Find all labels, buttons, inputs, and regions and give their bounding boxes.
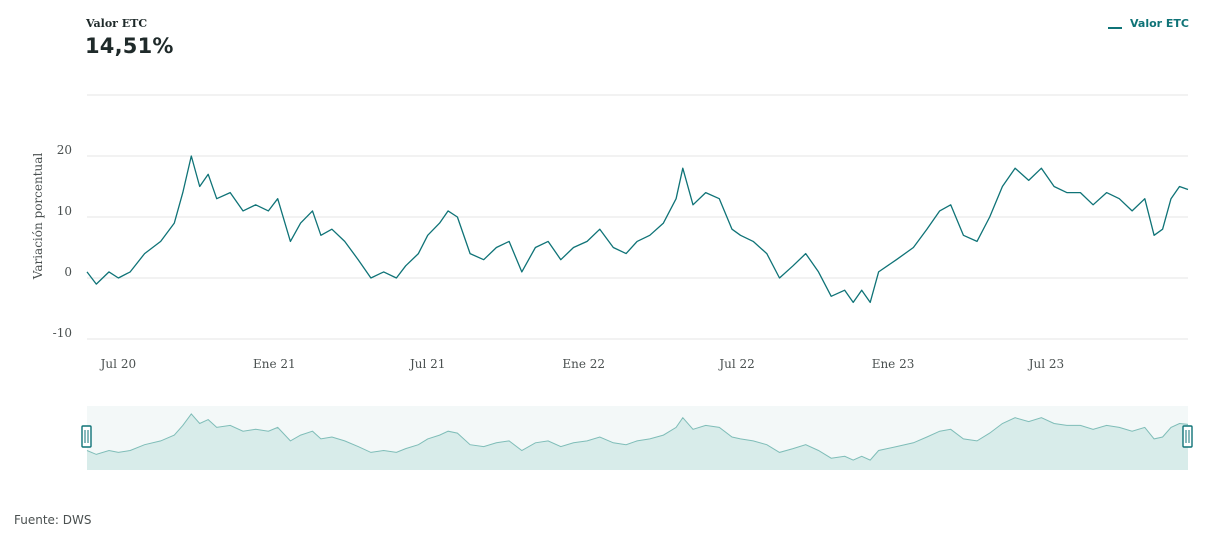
series-line-valor-etc bbox=[86, 155, 1189, 304]
navigator-line bbox=[86, 413, 1189, 461]
x-tick-label: Jul 20 bbox=[99, 357, 136, 371]
navigator-area bbox=[87, 413, 1188, 470]
x-tick-label: Ene 22 bbox=[562, 357, 605, 371]
source-note: Fuente: DWS bbox=[14, 513, 92, 527]
y-axis-ticks: 20 10 0 -10 bbox=[53, 143, 72, 340]
y-tick-label: 10 bbox=[57, 204, 72, 218]
chart-title: Valor ETC bbox=[86, 17, 148, 30]
grid-lines bbox=[87, 94, 1188, 340]
legend[interactable]: Valor ETC bbox=[1107, 17, 1189, 30]
y-tick-label: 0 bbox=[64, 265, 72, 279]
y-tick-label: -10 bbox=[53, 326, 72, 340]
legend-swatch-icon bbox=[1107, 27, 1122, 29]
x-tick-label: Jul 21 bbox=[408, 357, 445, 371]
y-axis-title: Variación porcentual bbox=[31, 153, 45, 281]
x-axis-ticks: Jul 20 Ene 21 Jul 21 Ene 22 Jul 22 Ene 23 Jul … bbox=[99, 357, 1065, 371]
x-tick-label: Jul 22 bbox=[717, 357, 754, 371]
y-tick-label: 20 bbox=[57, 143, 72, 157]
x-tick-label: Ene 23 bbox=[872, 357, 915, 371]
x-tick-label: Jul 23 bbox=[1027, 357, 1064, 371]
legend-label[interactable]: Valor ETC bbox=[1129, 17, 1189, 30]
navigator-handle-left[interactable] bbox=[81, 425, 92, 448]
navigator-handle-right[interactable] bbox=[1182, 425, 1193, 448]
navigator[interactable] bbox=[81, 406, 1193, 470]
current-value: 14,51% bbox=[85, 34, 174, 58]
x-tick-label: Ene 21 bbox=[253, 357, 296, 371]
